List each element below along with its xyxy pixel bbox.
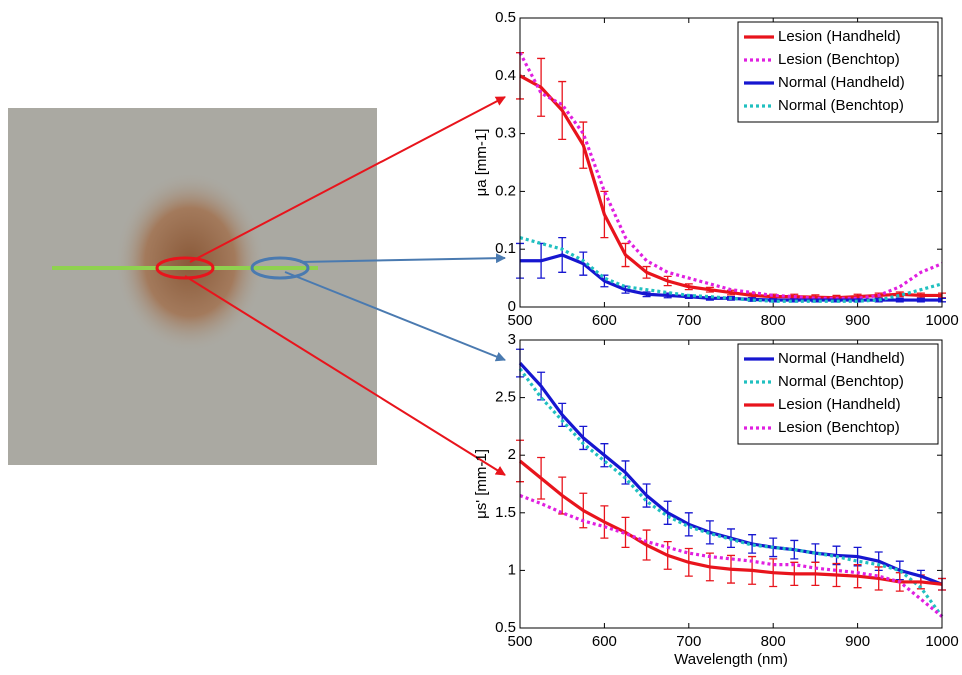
y-axis-label: μa [mm-1] — [473, 129, 490, 197]
series-line — [519, 236, 943, 303]
x-tick-label: 800 — [761, 633, 786, 650]
legend-box — [737, 343, 939, 445]
x-tick-label: 700 — [676, 312, 701, 329]
y-tick-label: 1.5 — [495, 504, 516, 521]
y-tick-label: 0.1 — [495, 240, 516, 257]
legend-label: Normal (Handheld) — [778, 350, 905, 367]
y-tick-label: 0.4 — [495, 67, 516, 84]
y-tick-label: 0.5 — [495, 9, 516, 26]
axes-frame — [519, 339, 943, 629]
legend-label: Normal (Handheld) — [778, 74, 905, 91]
axes-frame — [519, 17, 943, 308]
y-tick-label: 0.5 — [495, 619, 516, 636]
y-tick-label: 0.2 — [495, 182, 516, 199]
legend-box — [737, 21, 939, 123]
series-line — [518, 51, 943, 300]
y-axis-label: μs' [mm-1] — [473, 449, 490, 519]
x-tick-label: 500 — [507, 312, 532, 329]
y-tick-label: 3 — [508, 331, 516, 348]
legend-label: Lesion (Benchtop) — [778, 51, 900, 68]
x-tick-label: 900 — [845, 633, 870, 650]
x-tick-label: 1000 — [925, 312, 958, 329]
y-tick-label: 1 — [508, 561, 516, 578]
x-tick-label: 600 — [592, 312, 617, 329]
series-line — [518, 367, 944, 618]
legend-label: Lesion (Handheld) — [778, 396, 901, 413]
y-tick-label: 2.5 — [495, 389, 516, 406]
legend-label: Normal (Benchtop) — [778, 373, 904, 390]
legend-label: Normal (Benchtop) — [778, 97, 904, 114]
legend-label: Lesion (Handheld) — [778, 28, 901, 45]
x-tick-label: 500 — [507, 633, 532, 650]
y-tick-label: 0.3 — [495, 125, 516, 142]
x-tick-label: 1000 — [925, 633, 958, 650]
x-tick-label: 700 — [676, 633, 701, 650]
legend-label: Lesion (Benchtop) — [778, 419, 900, 436]
series-line — [518, 459, 943, 586]
y-tick-label: 2 — [508, 446, 516, 463]
x-tick-label: 600 — [592, 633, 617, 650]
y-tick-label: 0 — [508, 298, 516, 315]
x-axis-label: Wavelength (nm) — [674, 651, 788, 668]
x-tick-label: 800 — [761, 312, 786, 329]
x-tick-label: 900 — [845, 312, 870, 329]
arrows — [184, 96, 506, 476]
